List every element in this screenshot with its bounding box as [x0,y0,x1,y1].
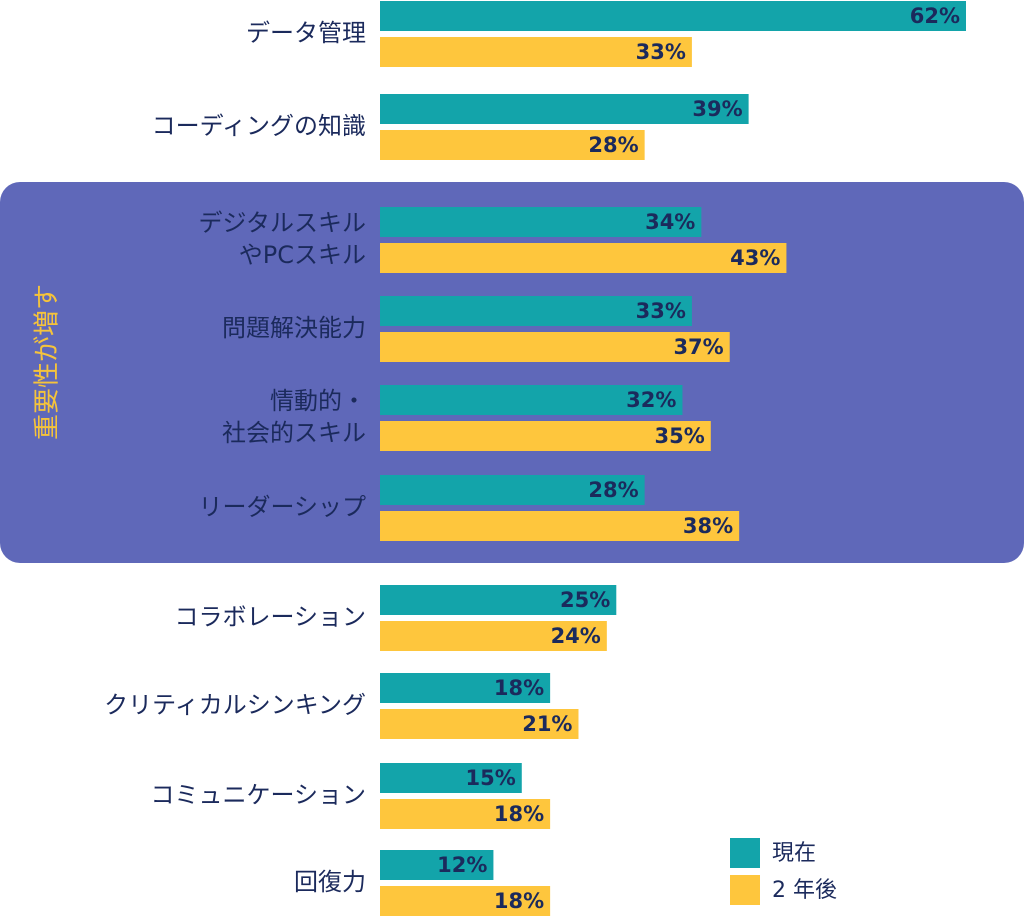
value-label-future-1: 28% [588,133,638,157]
bar-current-8 [380,763,522,793]
category-label-5: リーダーシップ [198,493,366,521]
legend-swatch-future [730,875,760,905]
value-label-current-1: 39% [692,97,742,121]
bar-future-9 [380,886,551,916]
bar-future-3 [380,332,730,362]
bar-current-4 [380,385,683,415]
category-label-4: 情動的・社会的スキル [222,387,366,447]
bar-future-1 [380,130,645,160]
legend-label-future: 2 年後 [772,878,837,903]
value-label-current-5: 28% [588,478,638,502]
value-label-current-7: 18% [494,676,544,700]
value-label-future-9: 18% [494,889,544,913]
category-label-9: 回復力 [294,868,366,896]
value-label-current-2: 34% [645,210,695,234]
bar-current-3 [380,296,692,326]
bar-current-5 [380,475,645,505]
category-label-6: コラボレーション [174,603,366,631]
category-label-0: データ管理 [246,19,366,47]
value-label-current-4: 32% [626,388,676,412]
value-label-current-3: 33% [636,299,686,323]
highlight-label: 重要性が増す [33,284,63,440]
value-label-current-9: 12% [437,853,487,877]
value-label-future-7: 21% [522,712,572,736]
bar-current-7 [380,673,551,703]
value-label-future-3: 37% [673,335,723,359]
value-label-future-4: 35% [655,424,705,448]
bar-future-5 [380,511,740,541]
bar-current-9 [380,850,494,880]
bar-future-0 [380,37,692,67]
bar-future-6 [380,621,607,651]
bar-future-7 [380,709,579,739]
category-label-1: コーディングの知識 [152,112,366,140]
bar-future-2 [380,243,787,273]
category-label-8: コミュニケーション [150,781,366,809]
value-label-current-0: 62% [910,4,960,28]
bar-future-4 [380,421,711,451]
value-label-current-8: 15% [466,766,516,790]
bar-future-8 [380,799,551,829]
bar-current-6 [380,585,617,615]
bar-current-2 [380,207,702,237]
value-label-future-6: 24% [551,624,601,648]
legend-label-current: 現在 [772,841,816,866]
category-label-7: クリティカルシンキング [104,691,366,719]
value-label-future-0: 33% [636,40,686,64]
value-label-future-2: 43% [730,246,780,270]
bar-current-1 [380,94,749,124]
value-label-future-8: 18% [494,802,544,826]
bar-current-0 [380,1,966,31]
category-label-2: デジタルスキルやPCスキル [198,209,366,269]
highlight-band [0,182,1024,563]
category-label-3: 問題解決能力 [222,314,366,342]
value-label-future-5: 38% [683,514,733,538]
legend-swatch-current [730,838,760,868]
value-label-current-6: 25% [560,588,610,612]
